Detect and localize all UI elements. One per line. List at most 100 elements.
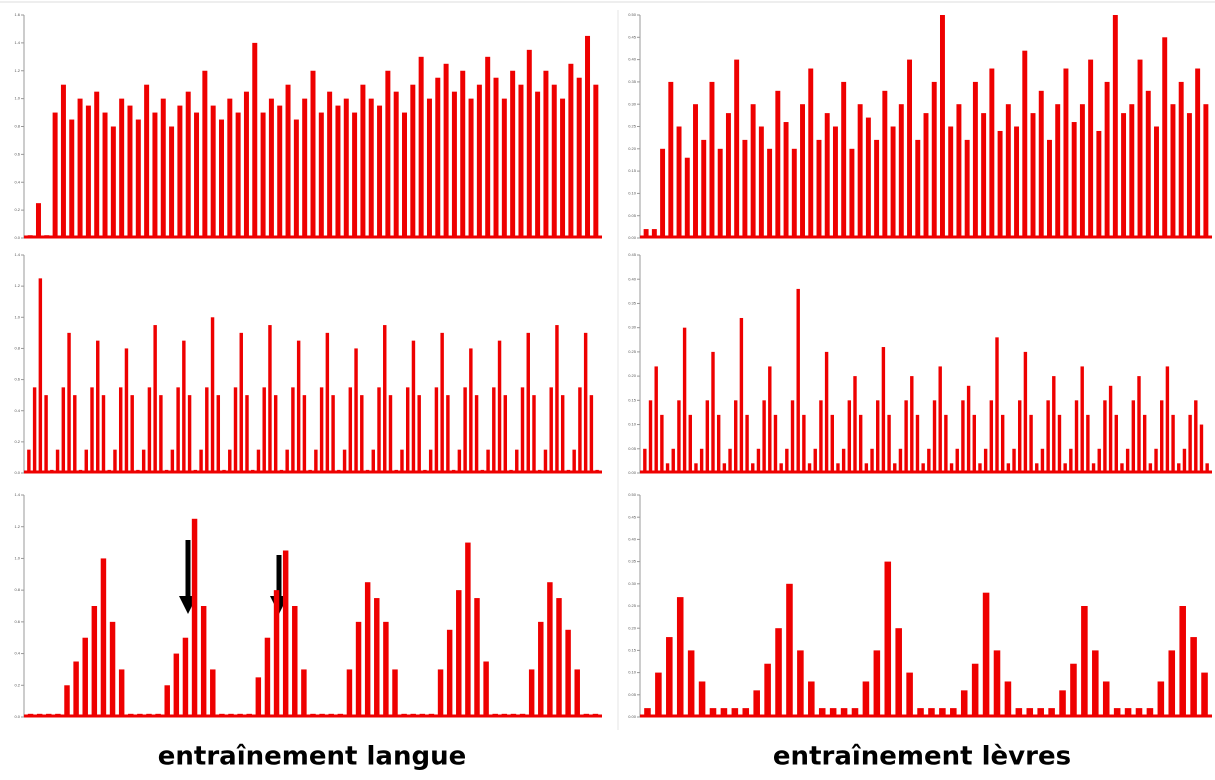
spike xyxy=(849,148,855,238)
spike xyxy=(893,463,897,473)
spike xyxy=(451,469,456,473)
spike xyxy=(210,669,216,717)
caption: entraînement lèvres xyxy=(773,742,1071,772)
spike xyxy=(684,157,690,238)
spike xyxy=(474,598,480,717)
spike xyxy=(383,325,387,473)
y-tick-label: 0.20 xyxy=(628,373,637,378)
spike xyxy=(651,229,657,238)
spike xyxy=(1124,708,1132,717)
spike xyxy=(932,400,937,473)
spike xyxy=(701,139,707,238)
spike xyxy=(364,582,371,717)
spike xyxy=(1114,414,1118,473)
spike xyxy=(997,130,1003,238)
y-tick-label: 0.30 xyxy=(628,581,637,586)
spike xyxy=(654,366,658,473)
spike xyxy=(428,713,435,717)
spike xyxy=(84,449,88,473)
y-tick-label: 0.05 xyxy=(628,213,637,218)
spike xyxy=(268,325,272,473)
spike xyxy=(252,42,258,238)
spike xyxy=(446,629,453,717)
spike xyxy=(492,387,496,473)
y-tick-label: 0.0 xyxy=(14,470,20,475)
spike xyxy=(583,713,590,717)
spike xyxy=(1074,400,1079,473)
spike xyxy=(665,463,670,473)
spike xyxy=(819,400,823,473)
spike xyxy=(572,449,576,473)
spike xyxy=(1182,448,1187,473)
spike xyxy=(813,448,817,473)
spike xyxy=(327,91,333,238)
y-tick-label: 0.4 xyxy=(14,408,20,413)
spike xyxy=(191,518,198,717)
y-tick-label: 1.2 xyxy=(14,283,20,288)
spike xyxy=(73,395,77,473)
spike xyxy=(205,387,209,473)
spike xyxy=(565,629,571,717)
spike xyxy=(456,590,462,717)
spike xyxy=(528,669,535,717)
spike xyxy=(194,112,200,238)
spike xyxy=(55,713,61,717)
spike xyxy=(1201,672,1208,717)
spike xyxy=(808,681,815,717)
spike xyxy=(1131,400,1136,473)
spike xyxy=(1148,463,1153,473)
spike xyxy=(346,669,353,717)
y-tick-label: 0.8 xyxy=(14,587,20,592)
spike xyxy=(1146,708,1154,717)
spike xyxy=(77,98,83,238)
spike xyxy=(82,637,88,717)
spike xyxy=(118,669,125,717)
spike xyxy=(245,395,249,473)
spike xyxy=(285,449,289,473)
y-tick-label: 0.05 xyxy=(628,692,637,697)
spike xyxy=(1179,606,1186,717)
spike xyxy=(1203,104,1209,238)
spike xyxy=(130,395,134,473)
spike xyxy=(983,448,988,473)
spike xyxy=(1178,81,1184,239)
y-tick-label: 0.10 xyxy=(628,422,637,427)
spike xyxy=(950,708,957,717)
spike xyxy=(301,669,307,717)
spike xyxy=(331,395,335,473)
spike xyxy=(187,395,192,473)
spike xyxy=(816,139,822,238)
spike xyxy=(107,469,111,473)
spike xyxy=(972,414,976,473)
spike xyxy=(170,449,175,473)
spike xyxy=(310,70,316,238)
spike xyxy=(1125,448,1130,473)
y-tick-label: 0.40 xyxy=(628,276,637,281)
spike xyxy=(228,449,232,473)
spike xyxy=(643,229,649,238)
spike xyxy=(251,469,255,473)
spike xyxy=(1129,104,1135,238)
spike xyxy=(371,449,375,473)
spike xyxy=(824,113,830,238)
spike xyxy=(543,70,549,238)
y-tick-label: 0.45 xyxy=(628,252,637,257)
spike xyxy=(277,105,283,238)
spike xyxy=(402,112,408,238)
spike xyxy=(756,448,761,473)
spike xyxy=(1186,113,1192,238)
spike xyxy=(818,708,826,717)
spike xyxy=(113,449,117,473)
spike xyxy=(796,288,800,473)
spike xyxy=(1070,663,1077,717)
y-tick-label: 0.4 xyxy=(14,179,20,184)
spike xyxy=(1026,708,1034,717)
spike xyxy=(526,49,532,238)
y-tick-label: 0.45 xyxy=(628,34,637,39)
spike xyxy=(910,376,914,473)
spike xyxy=(1108,385,1113,473)
spike xyxy=(595,469,599,473)
spike xyxy=(222,469,226,473)
spike xyxy=(1005,104,1011,238)
y-tick-label: 0.6 xyxy=(14,377,20,382)
